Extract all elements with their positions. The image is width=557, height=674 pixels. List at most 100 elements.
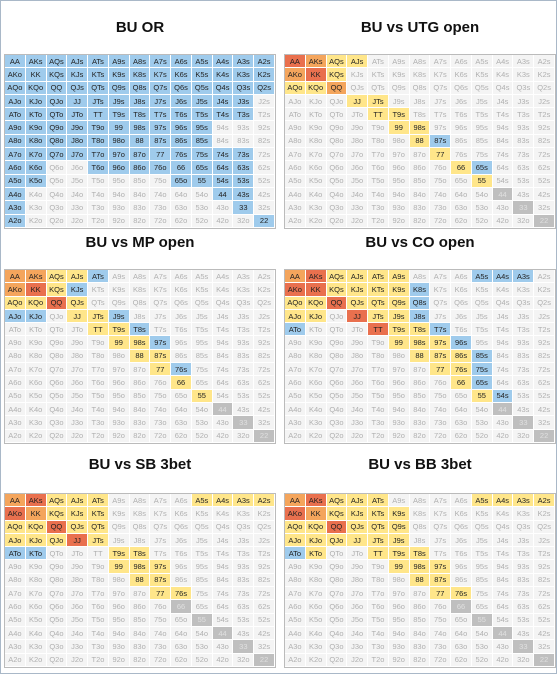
hand-cell: Q5o <box>46 174 68 188</box>
hand-cell: 96o <box>108 376 130 390</box>
hand-cell: AKs <box>305 494 327 508</box>
hand-cell: K7o <box>305 587 327 601</box>
hand-cell: 99 <box>108 560 130 574</box>
hand-cell: K2s <box>534 507 555 521</box>
hand-cell: 72o <box>150 214 172 228</box>
hand-cell: T8o <box>368 349 389 364</box>
hand-cell: J9s <box>388 309 410 324</box>
hand-cell: T7s <box>150 323 172 337</box>
hand-cell: 87s <box>430 134 452 149</box>
hand-cell: QQ <box>46 81 68 95</box>
hand-cell: A7o <box>285 587 306 601</box>
hand-cell: 93s <box>513 336 535 350</box>
hand-cell: J8o <box>347 349 369 364</box>
hand-cell: Q7s <box>430 520 452 534</box>
hand-cell: 83o <box>129 201 151 215</box>
hand-cell: KQs <box>46 507 68 521</box>
hand-cell: T4s <box>212 108 234 122</box>
hand-cell: 86s <box>171 134 192 149</box>
hand-cell: 42o <box>492 429 514 443</box>
hand-cell: T7s <box>430 547 452 561</box>
hand-cell: K6o <box>25 600 47 614</box>
hand-cell: AA <box>285 494 306 508</box>
hand-cell: J5o <box>347 174 369 188</box>
hand-cell: T8s <box>129 323 151 337</box>
hand-cell: Q4o <box>326 626 348 641</box>
hand-cell: A6s <box>171 55 192 69</box>
range-grid: AA AKs AQs AJs ATs A9s A8s A7s A6s A5s A4s A3s A2s AK… <box>4 54 276 229</box>
hand-cell: 82o <box>129 429 151 443</box>
hand-cell: 66 <box>451 600 472 614</box>
hand-cell: A9o <box>285 121 306 135</box>
hand-cell: KQs <box>326 507 348 521</box>
hand-cell: 95s <box>191 121 213 135</box>
hand-cell: J4o <box>347 187 369 202</box>
hand-cell: A3o <box>285 640 306 654</box>
hand-cell: A5s <box>471 270 493 284</box>
hand-cell: A2s <box>534 55 555 69</box>
hand-cell: 96s <box>451 336 472 350</box>
hand-cell: T4o <box>368 402 389 417</box>
hand-cell: A6o <box>5 161 26 175</box>
hand-cell: J8s <box>129 94 151 109</box>
hand-cell: 43s <box>513 402 535 417</box>
hand-cell: 95s <box>191 336 213 350</box>
hand-cell: Q8o <box>46 349 68 364</box>
hand-cell: J4o <box>347 402 369 417</box>
hand-cell: JJ <box>347 533 369 548</box>
hand-cell: Q7s <box>430 81 452 95</box>
hand-cell: JTs <box>88 94 109 109</box>
hand-cell: K4s <box>212 283 234 297</box>
hand-cell: 52s <box>534 174 555 188</box>
hand-cell: 42s <box>254 402 275 417</box>
hand-cell: 82s <box>534 573 555 588</box>
hand-cell: T8o <box>88 573 109 588</box>
hand-cell: 33 <box>513 640 535 654</box>
hand-cell: J9s <box>388 533 410 548</box>
hand-cell: Q6s <box>171 296 192 310</box>
hand-cell: 75s <box>471 363 493 377</box>
hand-cell: 22 <box>254 214 275 228</box>
hand-cell: 87o <box>129 587 151 601</box>
hand-cell: 53s <box>513 174 535 188</box>
hand-cell: J6s <box>451 309 472 324</box>
hand-cell: J6o <box>67 600 89 614</box>
hand-cell: J9s <box>388 94 410 109</box>
hand-cell: J4s <box>492 309 514 324</box>
hand-cell: 52o <box>191 653 213 667</box>
hand-cell: Q4o <box>326 187 348 202</box>
hand-cell: Q7s <box>430 296 452 310</box>
hand-cell: J8s <box>409 309 431 324</box>
hand-cell: K3o <box>25 201 47 215</box>
hand-cell: T3o <box>88 201 109 215</box>
hand-cell: J5s <box>191 309 213 324</box>
hand-cell: 99 <box>388 336 410 350</box>
hand-cell: 96s <box>451 560 472 574</box>
hand-cell: Q6o <box>326 161 348 175</box>
hand-cell: T7s <box>430 323 452 337</box>
hand-cell: A4o <box>5 187 26 202</box>
hand-cell: JTs <box>88 533 109 548</box>
hand-cell: 62s <box>254 376 275 390</box>
hand-cell: 52s <box>254 174 275 188</box>
hand-cell: 72s <box>254 363 275 377</box>
hand-cell: 76s <box>451 587 472 601</box>
hand-cell: A2s <box>254 494 275 508</box>
hand-cell: 63o <box>171 416 192 430</box>
hand-cell: 75o <box>430 613 452 627</box>
hand-cell: AKo <box>5 283 26 297</box>
hand-cell: Q3o <box>46 640 68 654</box>
hand-cell: 85o <box>129 613 151 627</box>
hand-cell: T6o <box>88 161 109 175</box>
hand-cell: K4s <box>212 68 234 82</box>
hand-cell: K3s <box>513 507 535 521</box>
hand-cell: K3o <box>25 640 47 654</box>
hand-cell: J2s <box>534 309 555 324</box>
hand-cell: QJs <box>347 520 369 534</box>
hand-cell: AKs <box>25 494 47 508</box>
hand-cell: QQ <box>46 296 68 310</box>
hand-cell: 62o <box>171 429 192 443</box>
hand-cell: KTo <box>25 547 47 561</box>
hand-cell: 86s <box>451 349 472 364</box>
hand-cell: 62s <box>534 161 555 175</box>
